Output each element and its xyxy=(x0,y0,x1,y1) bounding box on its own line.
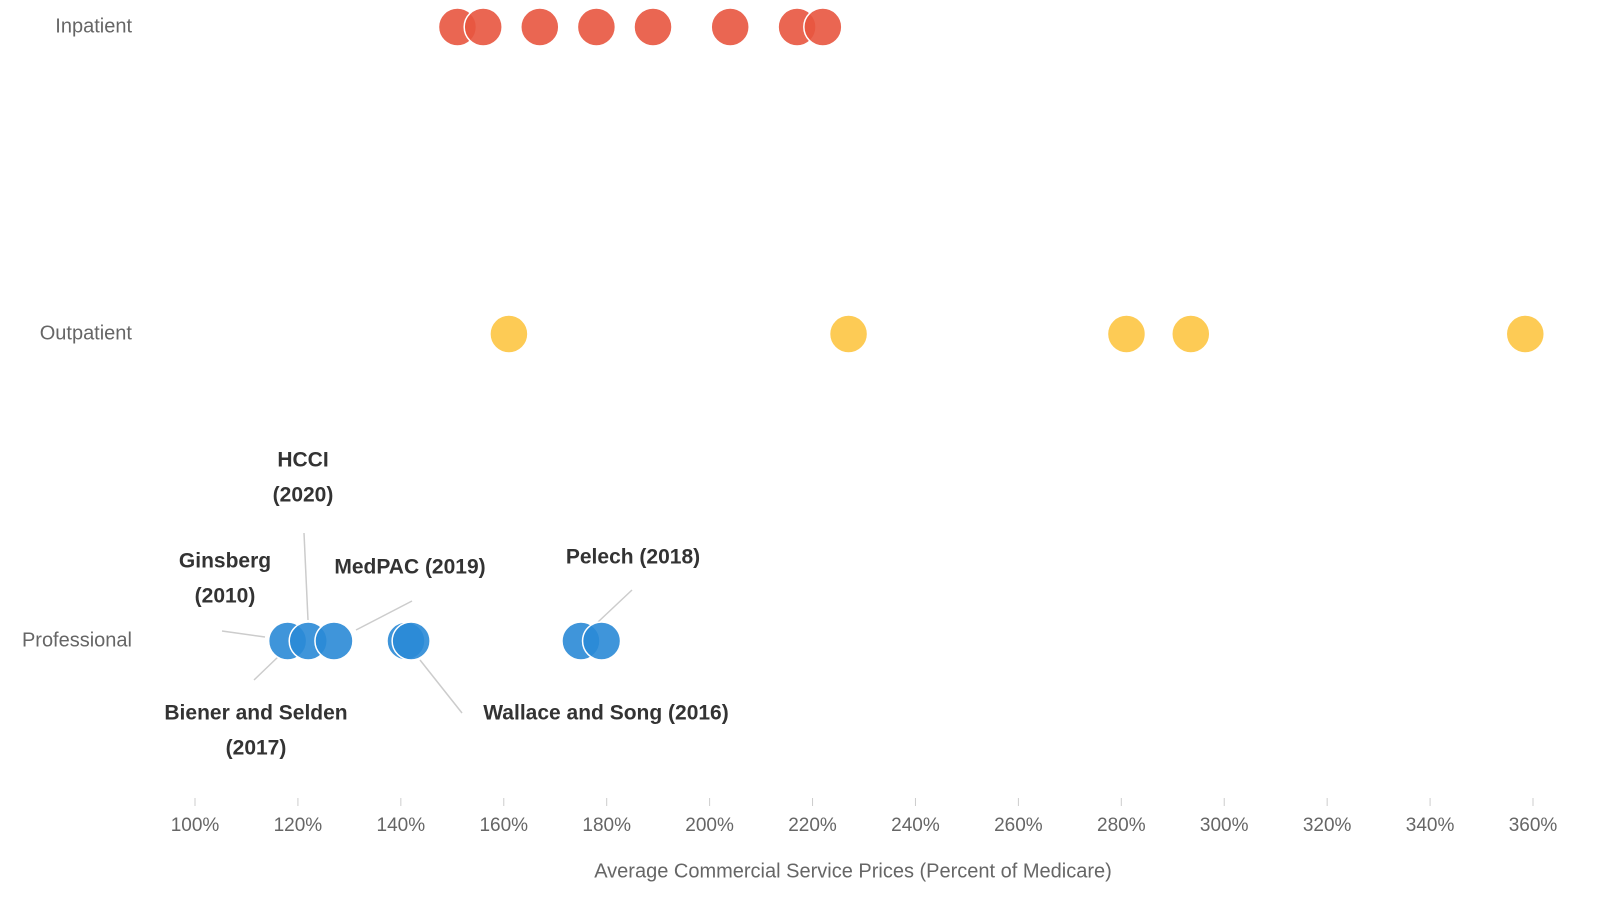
x-tick-label: 360% xyxy=(1509,815,1558,836)
x-tick-label: 200% xyxy=(685,815,734,836)
leader-line xyxy=(419,659,463,714)
dot xyxy=(314,621,354,661)
x-tick-label: 340% xyxy=(1406,815,1455,836)
x-tick-label: 120% xyxy=(274,815,323,836)
x-tick-label: 280% xyxy=(1097,815,1146,836)
dot xyxy=(710,7,750,47)
x-tick-label: 300% xyxy=(1200,815,1249,836)
x-tick-label: 140% xyxy=(377,815,426,836)
category-label: Inpatient xyxy=(55,15,132,37)
dot xyxy=(633,7,673,47)
annotation: (2010) xyxy=(195,585,256,608)
dot xyxy=(581,621,622,661)
x-tick-label: 260% xyxy=(994,815,1043,836)
category-label: Professional xyxy=(22,629,132,651)
dot xyxy=(463,7,503,47)
annotation: (2017) xyxy=(226,737,287,760)
annotation: HCCI xyxy=(277,449,328,472)
dot xyxy=(1171,314,1211,354)
x-tick-label: 240% xyxy=(891,815,940,836)
x-tick-label: 180% xyxy=(582,815,631,836)
category-label: Outpatient xyxy=(40,322,133,344)
annotation: Biener and Selden xyxy=(164,702,347,725)
annotation: MedPAC (2019) xyxy=(334,556,485,579)
annotation: Wallace and Song (2016) xyxy=(483,702,728,725)
leader-line xyxy=(221,630,266,638)
dot xyxy=(1106,314,1147,354)
annotation: Pelech (2018) xyxy=(566,546,700,569)
x-axis-label: Average Commercial Service Prices (Perce… xyxy=(594,860,1112,882)
dot xyxy=(828,314,869,354)
dot xyxy=(803,7,843,47)
x-tick-label: 100% xyxy=(171,815,220,836)
dot xyxy=(520,7,560,47)
dot xyxy=(576,7,617,47)
leader-line xyxy=(355,600,413,631)
dot xyxy=(489,314,529,354)
x-tick-label: 160% xyxy=(479,815,528,836)
dot xyxy=(1505,314,1546,354)
annotation: Ginsberg xyxy=(179,550,271,573)
leader-line xyxy=(597,589,633,623)
annotation: (2020) xyxy=(273,484,334,507)
x-tick-label: 320% xyxy=(1303,815,1352,836)
dot xyxy=(391,621,431,661)
leader-line xyxy=(303,532,309,621)
leader-line xyxy=(253,654,281,681)
x-tick-label: 220% xyxy=(788,815,837,836)
